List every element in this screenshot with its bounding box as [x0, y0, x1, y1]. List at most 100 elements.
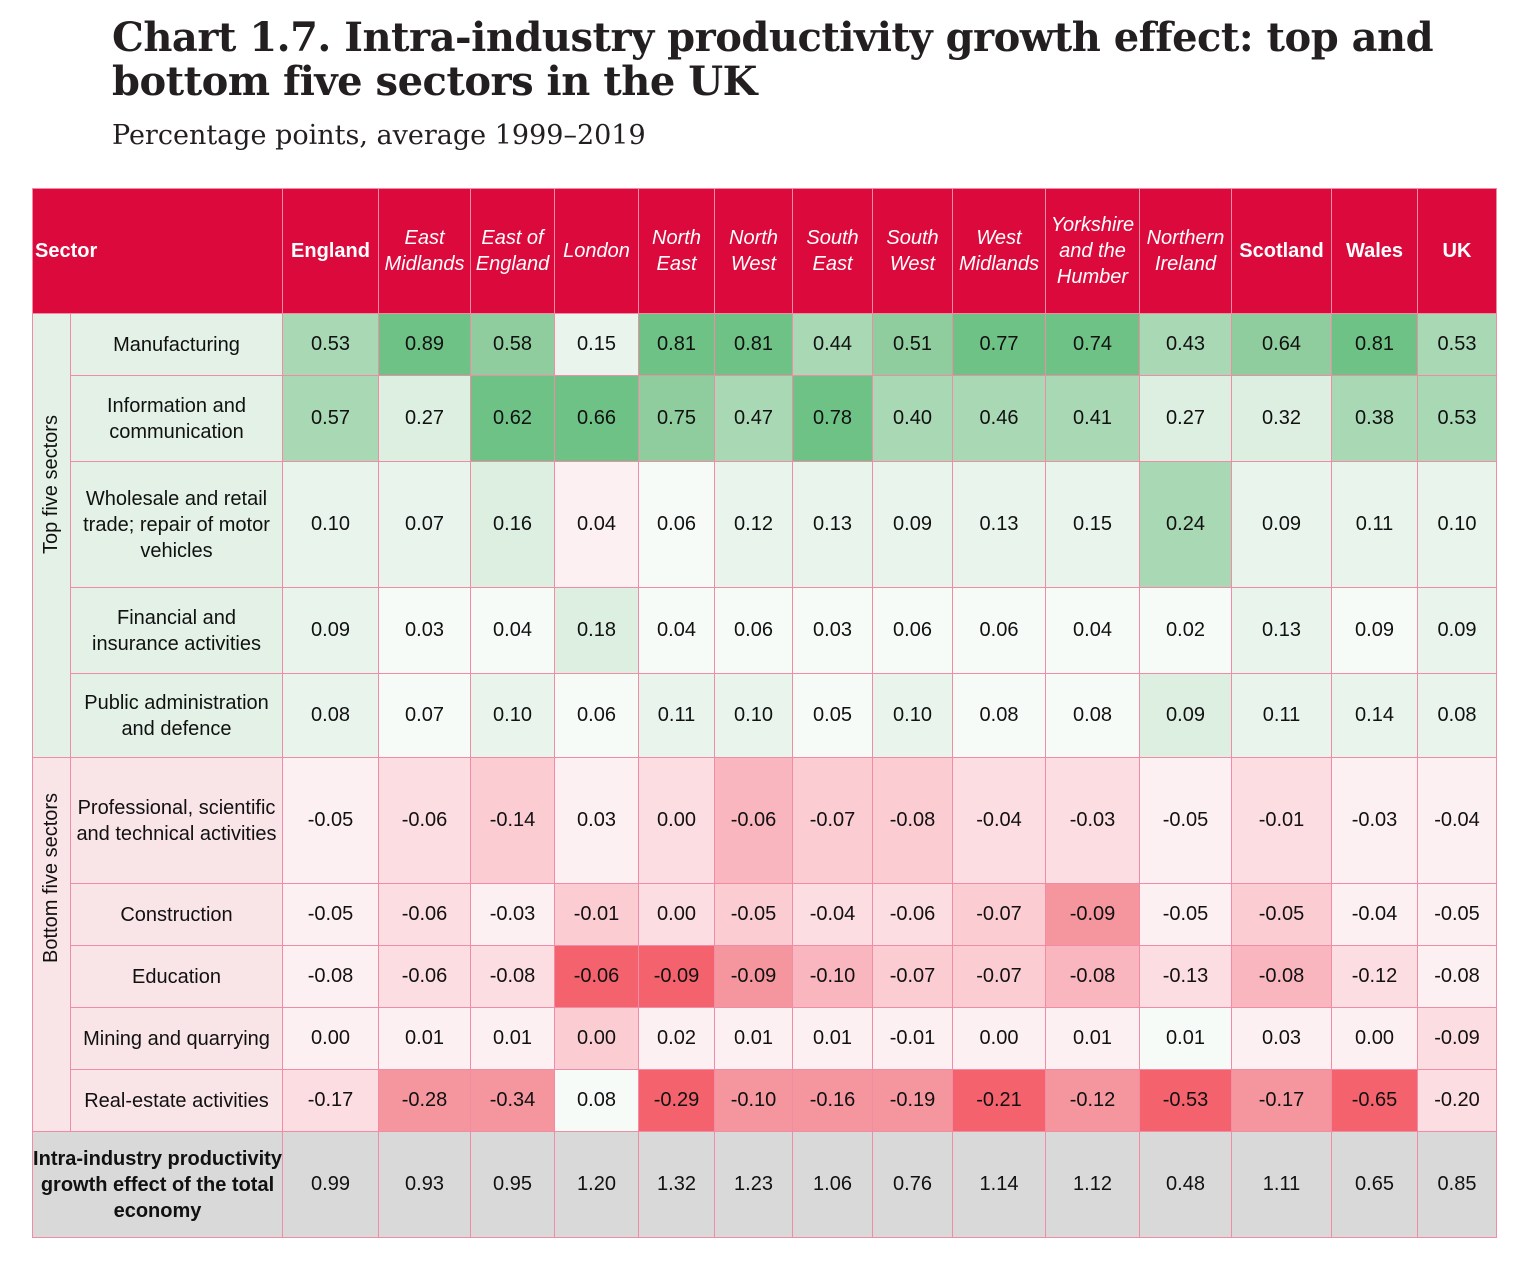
- value-cell: -0.04: [1331, 883, 1418, 946]
- value-cell: 0.43: [1139, 313, 1232, 376]
- value-cell: 0.08: [952, 673, 1046, 758]
- value-cell: -0.08: [872, 757, 953, 884]
- value-cell: 0.00: [1331, 1007, 1418, 1070]
- value-cell: -0.14: [470, 757, 555, 884]
- table-row: Wholesale and retail trade; repair of mo…: [33, 461, 1497, 588]
- value-cell: -0.05: [1417, 883, 1497, 946]
- value-cell: -0.05: [1231, 883, 1332, 946]
- total-value-cell: 1.20: [554, 1131, 639, 1238]
- value-cell: -0.04: [1417, 757, 1497, 884]
- total-value-cell: 1.23: [714, 1131, 793, 1238]
- value-cell: 0.00: [638, 757, 715, 884]
- sector-name: Wholesale and retail trade; repair of mo…: [70, 461, 283, 588]
- column-header: South East: [792, 188, 873, 314]
- value-cell: -0.05: [282, 883, 379, 946]
- value-cell: -0.07: [792, 757, 873, 884]
- value-cell: 0.10: [470, 673, 555, 758]
- total-row: Intra-industry productivity growth effec…: [32, 1131, 1497, 1238]
- table-row: Public administration and defence 0.08 0.0…: [33, 673, 1497, 758]
- value-cell: 0.03: [554, 757, 639, 884]
- total-value-cell: 1.06: [792, 1131, 873, 1238]
- value-cell: -0.13: [1139, 945, 1232, 1008]
- table-row: Construction -0.05 -0.06 -0.03 -0.01 0.00 -0.0…: [33, 883, 1497, 946]
- total-value-cell: 1.11: [1231, 1131, 1332, 1238]
- value-cell: 0.07: [378, 673, 471, 758]
- value-cell: -0.53: [1139, 1069, 1232, 1132]
- total-value-cell: 1.32: [638, 1131, 715, 1238]
- value-cell: -0.29: [638, 1069, 715, 1132]
- value-cell: 0.53: [1417, 375, 1497, 462]
- value-cell: 0.89: [378, 313, 471, 376]
- value-cell: -0.12: [1045, 1069, 1140, 1132]
- total-value-cell: 0.76: [872, 1131, 953, 1238]
- value-cell: 0.62: [470, 375, 555, 462]
- value-cell: -0.04: [952, 757, 1046, 884]
- value-cell: 0.66: [554, 375, 639, 462]
- sector-name: Information and communication: [70, 375, 283, 462]
- value-cell: -0.34: [470, 1069, 555, 1132]
- heatmap-table: Sector England East Midlands East of Engla…: [32, 188, 1497, 1238]
- value-cell: -0.05: [282, 757, 379, 884]
- value-cell: 0.01: [792, 1007, 873, 1070]
- value-cell: -0.06: [378, 883, 471, 946]
- table-row: Mining and quarrying 0.00 0.01 0.01 0.00 0.02…: [33, 1007, 1497, 1070]
- column-header: UK: [1417, 188, 1497, 314]
- value-cell: 0.03: [1231, 1007, 1332, 1070]
- value-cell: -0.20: [1417, 1069, 1497, 1132]
- column-header: London: [554, 188, 639, 314]
- sector-name: Mining and quarrying: [70, 1007, 283, 1070]
- value-cell: -0.09: [638, 945, 715, 1008]
- table-row: Top five sectors Manufacturing 0.53 0.89 0.5…: [32, 313, 1497, 758]
- value-cell: 0.51: [872, 313, 953, 376]
- value-cell: -0.08: [282, 945, 379, 1008]
- column-header: Northern Ireland: [1139, 188, 1232, 314]
- value-cell: -0.16: [792, 1069, 873, 1132]
- group-label: Top five sectors: [32, 313, 71, 758]
- value-cell: -0.09: [1417, 1007, 1497, 1070]
- value-cell: 0.07: [378, 461, 471, 588]
- sector-name: Financial and insurance activities: [70, 587, 283, 674]
- value-cell: 0.01: [1045, 1007, 1140, 1070]
- value-cell: 0.06: [714, 587, 793, 674]
- value-cell: 0.08: [554, 1069, 639, 1132]
- value-cell: -0.05: [714, 883, 793, 946]
- column-header: Yorkshire and the Humber: [1045, 188, 1140, 314]
- sector-name: Construction: [70, 883, 283, 946]
- total-label: Intra-industry productivity growth effec…: [32, 1131, 283, 1238]
- value-cell: -0.01: [554, 883, 639, 946]
- total-value-cell: 0.65: [1331, 1131, 1418, 1238]
- value-cell: 0.08: [1045, 673, 1140, 758]
- column-header: East Midlands: [378, 188, 471, 314]
- sector-name: Professional, scientific and technical a…: [70, 757, 283, 884]
- value-cell: 0.09: [282, 587, 379, 674]
- value-cell: -0.03: [470, 883, 555, 946]
- group-label: Bottom five sectors: [32, 757, 71, 1132]
- value-cell: 0.06: [872, 587, 953, 674]
- table-row: Education -0.08 -0.06 -0.08 -0.06 -0.09 -0.09-…: [33, 945, 1497, 1008]
- value-cell: 0.13: [1231, 587, 1332, 674]
- column-header: West Midlands: [952, 188, 1046, 314]
- table-row: Bottom five sectors Professional, scienti…: [32, 757, 1497, 1132]
- value-cell: 0.09: [1231, 461, 1332, 588]
- value-cell: 0.15: [554, 313, 639, 376]
- value-cell: 0.05: [792, 673, 873, 758]
- value-cell: -0.08: [1417, 945, 1497, 1008]
- value-cell: 0.00: [282, 1007, 379, 1070]
- value-cell: 0.74: [1045, 313, 1140, 376]
- value-cell: 0.81: [714, 313, 793, 376]
- value-cell: 0.10: [872, 673, 953, 758]
- value-cell: 0.57: [282, 375, 379, 462]
- value-cell: 0.02: [638, 1007, 715, 1070]
- value-cell: 0.04: [638, 587, 715, 674]
- value-cell: 0.00: [952, 1007, 1046, 1070]
- value-cell: 0.06: [952, 587, 1046, 674]
- sector-name: Manufacturing: [70, 313, 283, 376]
- value-cell: 0.46: [952, 375, 1046, 462]
- value-cell: -0.12: [1331, 945, 1418, 1008]
- value-cell: 0.11: [638, 673, 715, 758]
- value-cell: 0.13: [792, 461, 873, 588]
- value-cell: -0.05: [1139, 883, 1232, 946]
- value-cell: -0.07: [952, 945, 1046, 1008]
- value-cell: 0.08: [282, 673, 379, 758]
- value-cell: 0.53: [282, 313, 379, 376]
